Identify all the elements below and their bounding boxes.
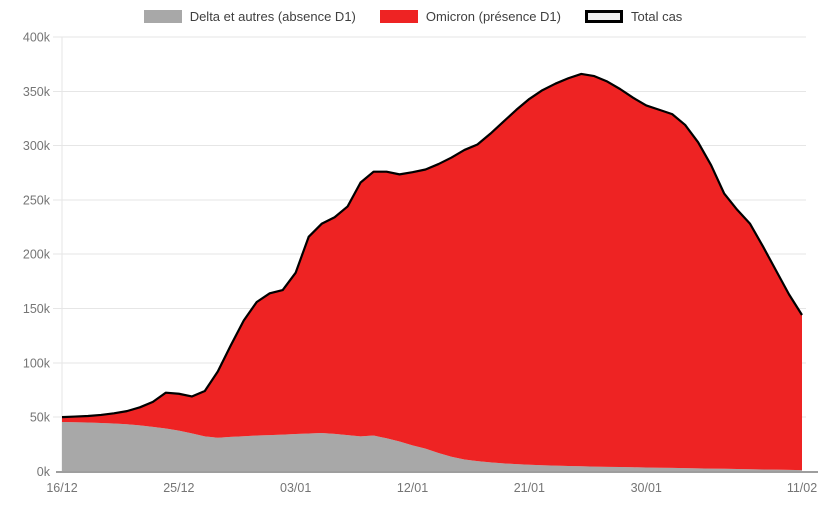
y-tick-label: 0k [37,465,51,479]
y-tick-label: 300k [23,139,51,153]
x-tick-label: 11/02 [787,481,817,495]
omicron-area [62,73,802,471]
x-tick-label: 21/01 [514,481,545,495]
chart-legend: Delta et autres (absence D1) Omicron (pr… [0,8,826,25]
y-tick-label: 50k [30,411,51,425]
legend-item-omicron[interactable]: Omicron (présence D1) [379,8,561,25]
y-tick-label: 200k [23,248,51,262]
x-tick-label: 25/12 [163,481,194,495]
x-tick-label: 30/01 [631,481,662,495]
omicron-swatch-icon [379,10,418,23]
legend-item-label: Delta et autres (absence D1) [189,9,356,24]
legend-item-label: Total cas [631,9,683,24]
legend-item-delta[interactable]: Delta et autres (absence D1) [143,8,356,25]
legend-item-total[interactable]: Total cas [585,8,682,25]
total-swatch-icon [585,10,623,23]
y-tick-label: 150k [23,302,51,316]
y-tick-label: 400k [23,31,51,45]
total-line [61,72,803,419]
x-tick-label: 12/01 [397,481,428,495]
x-tick-label: 16/12 [46,481,77,495]
y-tick-label: 100k [23,356,51,370]
x-tick-label: 03/01 [280,481,311,495]
y-tick-label: 350k [23,85,51,99]
y-tick-label: 250k [23,193,51,207]
delta-swatch-icon [143,10,182,23]
legend-item-label: Omicron (présence D1) [425,9,561,24]
delta-area [62,421,802,472]
